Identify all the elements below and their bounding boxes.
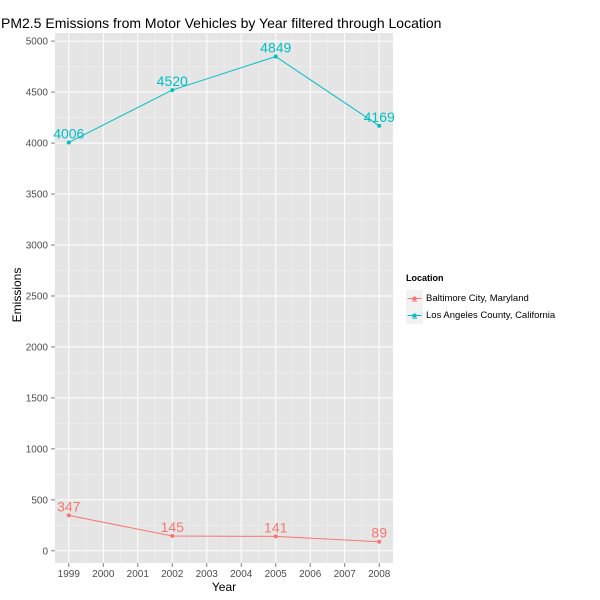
series-line-1 — [68, 55, 380, 143]
series-line-0 — [68, 514, 380, 543]
data-label: 145 — [161, 519, 185, 535]
x-tick-label: 2001 — [127, 569, 150, 580]
y-tick-label: 3000 — [26, 241, 49, 252]
x-tick-label: 2004 — [230, 569, 253, 580]
chart-title: PM2.5 Emissions from Motor Vehicles by Y… — [1, 15, 441, 31]
data-label: 4520 — [157, 73, 188, 89]
x-tick-label: 2008 — [368, 569, 391, 580]
data-point — [273, 54, 278, 59]
legend-key-letter: a — [412, 294, 417, 304]
x-axis-title: Year — [212, 580, 236, 594]
x-tick-label: 2002 — [161, 569, 184, 580]
x-tick-label: 2007 — [334, 569, 357, 580]
data-label: 4006 — [53, 125, 84, 141]
legend-key: a — [406, 290, 423, 307]
y-tick-label: 3500 — [26, 190, 49, 201]
data-point — [170, 533, 175, 538]
legend-key: a — [406, 307, 423, 324]
data-point — [377, 539, 382, 544]
legend-key-letter: a — [412, 311, 417, 321]
legend-items: a Baltimore City, Maryland a Los Angeles Co… — [406, 290, 596, 324]
legend-label: Los Angeles County, California — [426, 310, 556, 321]
x-tick-label: 2006 — [299, 569, 322, 580]
legend-key-point — [412, 313, 417, 318]
data-label: 141 — [264, 519, 288, 535]
x-tick-label: 1999 — [58, 569, 81, 580]
legend-item: a Baltimore City, Maryland — [406, 290, 596, 307]
y-tick-label: 4500 — [26, 88, 49, 99]
data-point — [273, 534, 278, 539]
legend-label: Baltimore City, Maryland — [426, 293, 529, 304]
y-tick-label: 4000 — [26, 139, 49, 150]
y-tick-label: 0 — [42, 546, 48, 557]
legend-title: Location — [406, 273, 444, 283]
data-point — [170, 88, 175, 93]
data-label: 89 — [371, 525, 387, 541]
y-tick-label: 2000 — [26, 342, 49, 353]
y-tick-label: 1500 — [26, 393, 49, 404]
x-tick-label: 2005 — [265, 569, 288, 580]
minor-gridlines — [55, 33, 393, 563]
y-tick-label: 2500 — [26, 291, 49, 302]
x-axis: 1999 2000 2001 2002 2003 2004 2005 2006 2007 2008 — [58, 563, 391, 580]
legend-item: a Los Angeles County, California — [406, 307, 596, 324]
data-labels: 347 145 141 89 4006 4520 4849 4169 — [53, 40, 395, 541]
x-tick-label: 2000 — [92, 569, 115, 580]
legend-key-point — [412, 296, 417, 301]
y-axis: 0 500 1000 1500 2000 2500 3000 3500 4000 4500 5000 — [26, 37, 55, 557]
series-layer — [66, 54, 382, 544]
data-point — [66, 140, 71, 145]
legend-key-glyph: a — [407, 294, 422, 304]
data-label: 347 — [57, 498, 81, 514]
legend-key-glyph: a — [407, 311, 422, 321]
y-tick-label: 500 — [31, 495, 48, 506]
y-tick-label: 5000 — [26, 37, 49, 48]
data-label: 4169 — [364, 109, 395, 125]
major-gridlines — [55, 33, 393, 563]
y-tick-label: 1000 — [26, 444, 49, 455]
x-tick-label: 2003 — [196, 569, 219, 580]
data-point — [377, 123, 382, 128]
data-label: 4849 — [260, 40, 291, 56]
legend: Location a Baltimore City, Maryland a Los A… — [406, 272, 596, 324]
data-point — [66, 513, 71, 518]
y-axis-title: Emissions — [10, 268, 24, 323]
